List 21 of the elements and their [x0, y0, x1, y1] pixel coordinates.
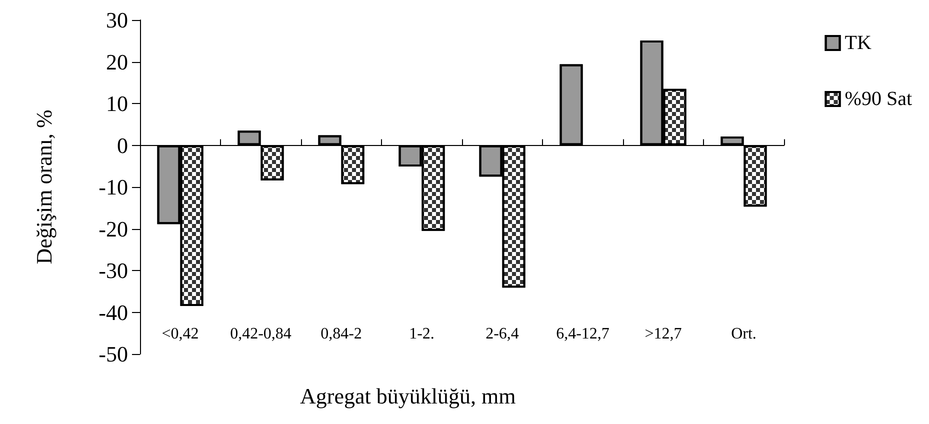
y-axis-title: Değişim oranı, %: [32, 110, 56, 264]
x-tick-label: Ort.: [731, 326, 756, 342]
x-axis-title: Agregat büyüklüğü, mm: [300, 384, 516, 408]
y-tick-label: 20: [106, 49, 128, 74]
y-tick-label: -20: [98, 216, 128, 242]
x-tick-label: 2-6,4: [486, 326, 519, 342]
y-tick-label: -30: [98, 258, 128, 283]
legend-label: TK: [844, 32, 872, 54]
y-tick-label: -50: [98, 342, 128, 366]
x-tick-label: <0,42: [162, 326, 199, 342]
y-tick-label: 10: [106, 91, 128, 116]
y-tick-label: -10: [98, 174, 128, 200]
x-tick-label: 1-2.: [409, 326, 434, 342]
x-tick-label: 6,4-12,7: [556, 326, 610, 342]
x-tick-label: 0,84-2: [320, 326, 362, 342]
x-tick-label: >12,7: [644, 326, 682, 342]
legend-label: %90 Sat: [844, 88, 912, 110]
y-tick-label: 30: [106, 8, 128, 32]
y-tick-label: -40: [98, 300, 128, 325]
y-tick-label: 0: [117, 132, 128, 158]
x-tick-label: 0,42-0,84: [230, 326, 292, 342]
